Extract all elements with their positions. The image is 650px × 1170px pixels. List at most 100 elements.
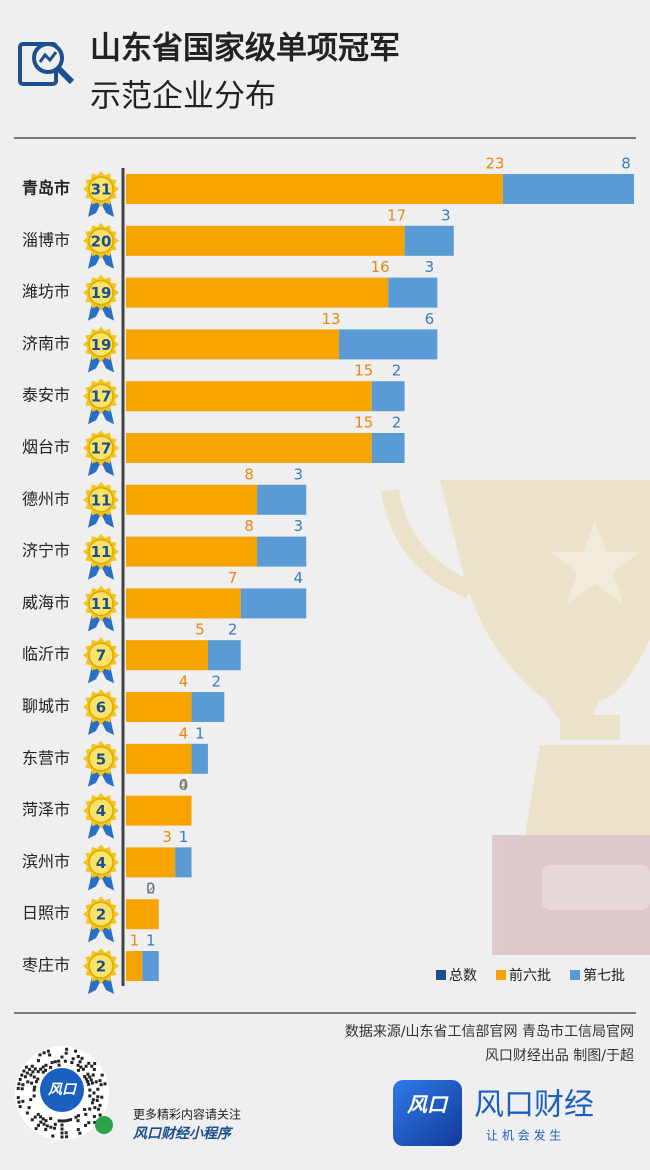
qr-dot <box>90 1081 94 1085</box>
qr-dot <box>76 1128 80 1132</box>
medal-value: 17 <box>91 440 112 458</box>
medal <box>88 590 114 617</box>
qr-dot <box>71 1057 75 1061</box>
qr-dot <box>20 1087 24 1091</box>
qr-dot <box>90 1064 94 1068</box>
legend-label: 总数 <box>449 968 477 984</box>
value-label: 3 <box>425 258 435 276</box>
medal <box>88 642 114 668</box>
qr-dot <box>90 1101 94 1105</box>
qr-dot <box>74 1115 78 1119</box>
qr-dot <box>99 1083 103 1087</box>
brand-logo <box>393 1080 462 1146</box>
qr-dot <box>36 1077 40 1081</box>
qr-dot <box>64 1051 68 1055</box>
qr-dot <box>79 1065 83 1069</box>
qr-dot <box>60 1119 64 1123</box>
source-note: 数据来源/山东省工信部官网 青岛市工信局官网 <box>345 1023 634 1040</box>
qr-dot <box>17 1082 21 1086</box>
qr-dot <box>33 1115 37 1119</box>
qr-dot <box>28 1067 32 1071</box>
qr-dot <box>44 1068 48 1072</box>
value-label: 2 <box>212 673 222 691</box>
bar-segment <box>388 277 438 308</box>
value-label: 16 <box>371 258 390 276</box>
qr-dot <box>103 1082 107 1086</box>
value-label: 4 <box>179 724 189 742</box>
qr-dot <box>42 1122 46 1126</box>
bar-segment <box>502 174 634 204</box>
medal <box>88 331 114 358</box>
qr-dot <box>57 1059 61 1063</box>
value-label: 2 <box>392 414 402 432</box>
bar-segment <box>126 743 192 774</box>
qr-dot <box>87 1121 91 1125</box>
qr-dot <box>60 1123 64 1127</box>
qr-dot <box>57 1119 61 1123</box>
medal <box>88 383 114 409</box>
qr-dot <box>80 1056 84 1060</box>
mini-program: 风口财经小程序 <box>133 1125 234 1142</box>
qr-dot <box>87 1082 91 1086</box>
bar-segment <box>371 433 405 463</box>
value-label: 1 <box>130 932 140 950</box>
qr-dot <box>87 1061 91 1065</box>
legend: 总数 前六批 第七批 <box>436 967 625 984</box>
bar-segment <box>126 588 241 619</box>
bar-segment <box>126 225 405 256</box>
qr-dot <box>46 1049 50 1053</box>
qr-dot <box>84 1077 88 1081</box>
qr-dot <box>29 1098 33 1102</box>
bar-segment <box>126 484 258 515</box>
value-label: 0 <box>146 880 156 898</box>
qr-dot <box>89 1078 93 1082</box>
qr-dot <box>84 1064 88 1068</box>
qr-dot <box>44 1063 48 1067</box>
qr-dot <box>26 1080 30 1084</box>
qr-dot <box>63 1059 67 1063</box>
medal-value: 11 <box>91 595 112 613</box>
bar-segment <box>191 692 225 722</box>
value-label: 2 <box>228 621 238 639</box>
medal-value: 7 <box>96 647 106 665</box>
value-label: 23 <box>485 155 504 173</box>
medal <box>88 435 114 461</box>
qr-dot <box>32 1094 36 1098</box>
category-label: 济南市 <box>22 334 70 353</box>
qr-dot <box>66 1118 70 1122</box>
legend-swatch <box>570 970 580 980</box>
qr-dot <box>64 1131 68 1135</box>
medal-value: 11 <box>91 491 112 509</box>
chart-subtitle: 示范企业分布 <box>90 79 276 115</box>
bar-segment <box>126 174 503 204</box>
value-label: 3 <box>293 465 303 483</box>
medal-value: 4 <box>96 802 106 820</box>
credit-note: 风口财经出品 制图/于超 <box>485 1048 634 1064</box>
qr-dot <box>91 1073 95 1077</box>
medal-value: 4 <box>96 854 106 872</box>
category-label: 淄博市 <box>22 230 70 249</box>
qr-dot <box>27 1106 31 1110</box>
value-label: 4 <box>179 673 189 691</box>
qr-dot <box>98 1113 102 1117</box>
qr-dot <box>96 1095 100 1099</box>
qr-dot <box>93 1062 97 1066</box>
value-label: 8 <box>621 155 631 173</box>
qr-dot <box>21 1099 25 1103</box>
bar-segment <box>207 640 241 671</box>
value-label: 8 <box>244 465 254 483</box>
bar-segment <box>404 225 454 256</box>
category-label: 枣庄市 <box>22 956 70 975</box>
qr-dot <box>50 1061 54 1065</box>
qr-dot <box>39 1115 43 1119</box>
chart-title: 山东省国家级单项冠军 <box>90 31 400 67</box>
value-label: 2 <box>392 362 402 380</box>
qr-dot <box>32 1088 36 1092</box>
category-label: 泰安市 <box>22 386 70 405</box>
brand-name: 风口财经 <box>474 1088 594 1123</box>
qr-dot <box>36 1059 40 1063</box>
qr-dot <box>92 1091 96 1095</box>
medal-value: 2 <box>96 958 106 976</box>
qr-dot <box>25 1071 29 1075</box>
